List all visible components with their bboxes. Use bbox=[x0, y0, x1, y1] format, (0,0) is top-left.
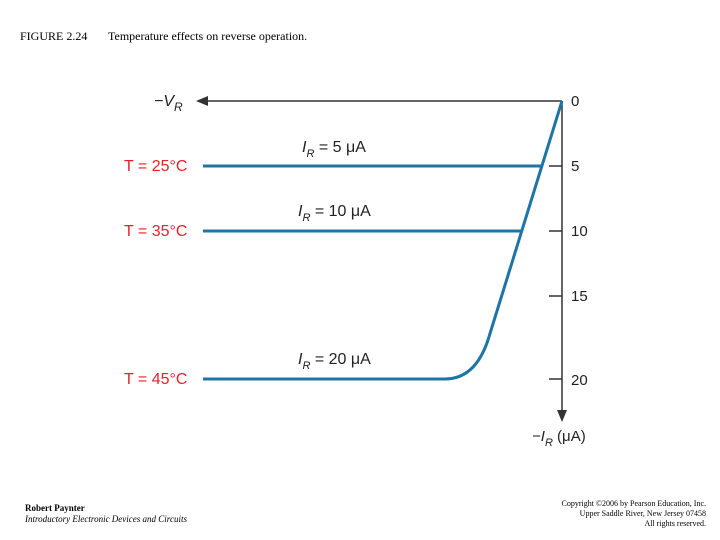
tick-marks bbox=[549, 165, 562, 380]
figure-label: FIGURE 2.24 bbox=[20, 29, 87, 43]
current-label: IR = 10 μA bbox=[298, 203, 371, 224]
tick-label: 0 bbox=[571, 93, 579, 110]
temp-label: T = 25°C bbox=[124, 158, 187, 175]
reverse-curve bbox=[203, 100, 564, 381]
tick-label: 10 bbox=[571, 223, 588, 240]
author: Robert Paynter bbox=[25, 503, 85, 513]
y-axis-label: −IR (μA) bbox=[532, 428, 586, 449]
copyright-line: All rights reserved. bbox=[644, 519, 706, 528]
temp-label: T = 35°C bbox=[124, 223, 187, 240]
figure-caption: Temperature effects on reverse operation… bbox=[108, 29, 307, 43]
temp-label: T = 45°C bbox=[124, 371, 187, 388]
y-arrow bbox=[557, 410, 567, 422]
y-ticks: 0 5 10 15 20 bbox=[571, 93, 588, 389]
current-labels: IR = 5 μA IR = 10 μA IR = 20 μA bbox=[298, 139, 371, 372]
tick-label: 15 bbox=[571, 288, 588, 305]
temperature-labels: T = 25°C T = 35°C T = 45°C bbox=[124, 158, 187, 388]
copyright: Copyright ©2006 by Pearson Education, In… bbox=[562, 499, 707, 528]
tick-label: 20 bbox=[571, 372, 588, 389]
x-axis-label: −VR bbox=[154, 93, 183, 114]
copyright-line: Copyright ©2006 by Pearson Education, In… bbox=[562, 499, 707, 508]
tick-label: 5 bbox=[571, 158, 579, 175]
book: Introductory Electronic Devices and Circ… bbox=[24, 514, 187, 524]
current-label: IR = 20 μA bbox=[298, 351, 371, 372]
x-arrow bbox=[196, 96, 208, 106]
copyright-line: Upper Saddle River, New Jersey 07458 bbox=[580, 509, 706, 518]
current-label: IR = 5 μA bbox=[302, 139, 366, 160]
